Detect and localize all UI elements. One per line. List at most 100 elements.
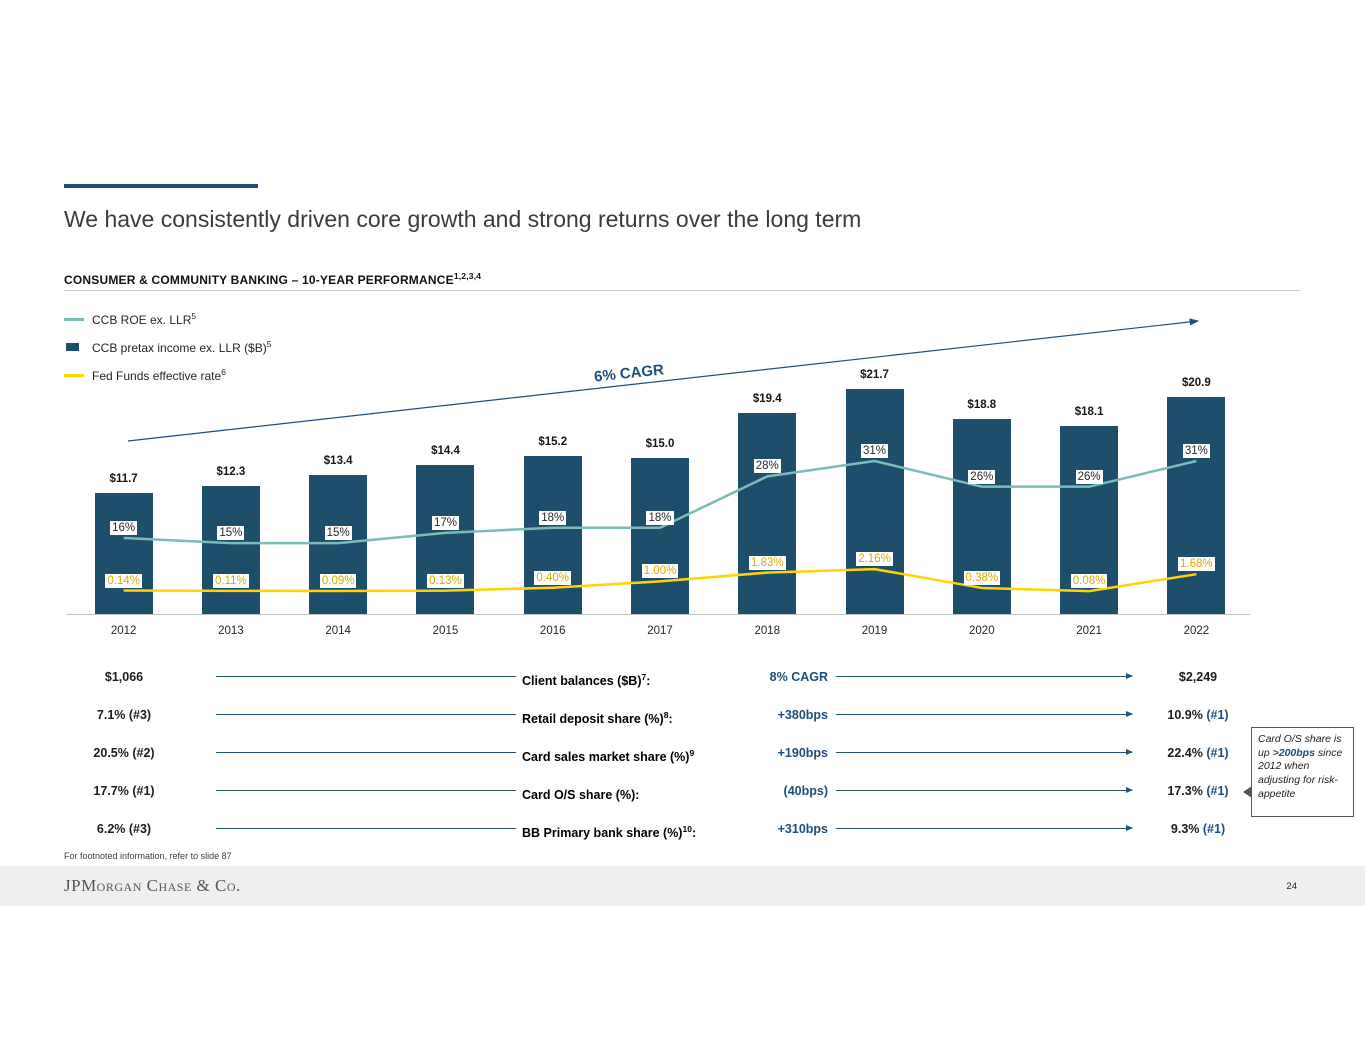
metric-arrow-line xyxy=(836,824,1133,831)
bar-value-label-2019: $21.7 xyxy=(860,369,889,381)
jpmorgan-chase-logo: JPMorgan Chase & Co. xyxy=(64,876,241,895)
roe-value-label-2018: 28% xyxy=(753,459,781,474)
fed-rate-label-2020: 0.38% xyxy=(963,570,1001,585)
fed-rate-label-2021: 0.08% xyxy=(1070,574,1108,589)
metric-row-bb-primary-bank-share: 6.2% (#3) BB Primary bank share (%)10: +… xyxy=(0,810,1365,848)
x-axis-label-2013: 2013 xyxy=(218,625,244,637)
bar-ccb-pretax-income-2017 xyxy=(631,458,689,614)
x-axis-label-2022: 2022 xyxy=(1183,625,1210,637)
chart-legend: CCB ROE ex. LLR5 CCB pretax income ex. L… xyxy=(64,305,271,389)
bar-value-label-2013: $12.3 xyxy=(216,466,246,479)
fed-rate-label-2014: 0.09% xyxy=(319,574,357,589)
metric-connector-line xyxy=(216,828,516,829)
roe-value-label-2016: 18% xyxy=(539,510,567,525)
teal-line-swatch xyxy=(64,317,84,321)
metric-change-value: +310bps xyxy=(777,822,828,836)
chart-labels-layer: $11.7 16% 0.14% 2012 $12.3 15% 0.11% 2013 $13.4 1… xyxy=(0,295,1365,655)
fed-rate-label-2013: 0.11% xyxy=(213,573,249,588)
roe-value-label-2019: 31% xyxy=(861,444,889,458)
metric-connector-line xyxy=(216,714,516,715)
x-axis-label-2020: 2020 xyxy=(969,625,995,637)
fed-rate-label-2015: 0.13% xyxy=(427,573,464,588)
metric-connector-line xyxy=(216,790,516,791)
cagr-trend-arrow xyxy=(127,318,1200,442)
metric-arrow-line xyxy=(836,748,1133,755)
footnote: For footnoted information, refer to slid… xyxy=(64,851,232,861)
roe-value-label-2020: 26% xyxy=(968,469,996,484)
fed-rate-label-2022: 1.68% xyxy=(1178,557,1215,572)
title-accent-rule xyxy=(64,184,258,188)
chart-lines-svg xyxy=(123,318,1200,593)
metric-start-value: $1,066 xyxy=(104,670,144,684)
fed-rate-label-2012: 0.14% xyxy=(105,573,142,588)
metric-arrow-line xyxy=(836,710,1133,717)
roe-value-label-2014: 15% xyxy=(324,526,352,541)
yellow-line-swatch xyxy=(64,373,84,377)
bar-ccb-pretax-income-2018 xyxy=(738,412,797,614)
bar-value-label-2021: $18.1 xyxy=(1074,406,1104,419)
bar-value-label-2020: $18.8 xyxy=(967,399,997,412)
x-axis-label-2012: 2012 xyxy=(110,625,137,637)
x-axis-label-2014: 2014 xyxy=(325,625,351,637)
bar-value-label-2017: $15.0 xyxy=(645,438,675,451)
footer-bar: JPMorgan Chase & Co. 24 xyxy=(0,866,1365,906)
legend-label: CCB ROE ex. LLR5 xyxy=(92,311,197,327)
roe-value-label-2015: 17% xyxy=(431,515,459,530)
bar-ccb-pretax-income-2013 xyxy=(201,486,260,614)
metric-end-value: 22.4% (#1) xyxy=(1167,746,1229,760)
metric-start-value: 20.5% (#2) xyxy=(93,746,155,760)
bar-value-label-2014: $13.4 xyxy=(323,455,353,468)
metric-end-value: 17.3% (#1) xyxy=(1167,784,1229,798)
roe-value-label-2021: 26% xyxy=(1075,469,1103,484)
metric-arrow-line xyxy=(836,786,1133,793)
bar-value-label-2015: $14.4 xyxy=(431,444,460,457)
roe-value-label-2012: 16% xyxy=(110,521,138,535)
ccb-performance-chart: $11.7 16% 0.14% 2012 $12.3 15% 0.11% 2013 $13.4 1… xyxy=(0,295,1365,655)
section-header-text: CONSUMER & COMMUNITY BANKING – 10-YEAR P… xyxy=(64,273,454,287)
legend-item-ccb-pretax-income: CCB pretax income ex. LLR ($B)5 xyxy=(64,333,271,361)
section-header: CONSUMER & COMMUNITY BANKING – 10-YEAR P… xyxy=(64,271,481,287)
fed-rate-label-2017: 1.00% xyxy=(641,564,679,579)
metric-change-value: (40bps) xyxy=(783,784,828,798)
metric-arrow-line xyxy=(836,672,1133,679)
callout-pointer xyxy=(1243,786,1252,798)
roe-line xyxy=(123,459,1197,545)
bar-value-label-2016: $15.2 xyxy=(538,436,568,449)
x-axis-label-2017: 2017 xyxy=(647,625,673,637)
metric-label: Card sales market share (%)9 xyxy=(522,748,695,765)
metric-end-value: 10.9% (#1) xyxy=(1167,708,1229,722)
metric-row-card-sales-share: 20.5% (#2) Card sales market share (%)9 … xyxy=(0,734,1365,772)
slide-title: We have consistently driven core growth … xyxy=(64,206,862,232)
fed-rate-label-2018: 1.83% xyxy=(748,555,786,570)
metric-connector-line xyxy=(216,676,516,677)
metric-change-value: 8% CAGR xyxy=(769,670,828,684)
navy-bar-swatch xyxy=(66,343,79,351)
metric-change-value: +380bps xyxy=(777,708,828,722)
metric-label: Retail deposit share (%)8: xyxy=(522,710,673,727)
x-axis-label-2015: 2015 xyxy=(432,625,459,637)
x-axis-label-2016: 2016 xyxy=(539,625,566,637)
x-axis-line xyxy=(66,614,1250,615)
metric-row-retail-deposit-share: 7.1% (#3) Retail deposit share (%)8: +38… xyxy=(0,696,1365,734)
metric-connector-line xyxy=(216,752,516,753)
metric-change-value: +190bps xyxy=(777,746,828,760)
bar-ccb-pretax-income-2019 xyxy=(845,389,904,614)
x-axis-label-2018: 2018 xyxy=(754,625,781,637)
fed-rate-label-2019: 2.16% xyxy=(856,552,893,567)
metric-start-value: 17.7% (#1) xyxy=(93,784,155,798)
roe-value-label-2017: 18% xyxy=(646,510,674,525)
fed-rate-label-2016: 0.40% xyxy=(534,570,572,585)
page-number: 24 xyxy=(1286,880,1297,892)
bar-ccb-pretax-income-2012 xyxy=(94,492,153,614)
risk-appetite-callout: Card O/S share is up >200bps since 2012 … xyxy=(1243,727,1354,817)
bar-value-label-2012: $11.7 xyxy=(109,472,138,485)
legend-item-fed-funds-rate: Fed Funds effective rate6 xyxy=(64,361,271,389)
metric-end-value: 9.3% (#1) xyxy=(1170,822,1226,836)
metric-end-value: $2,249 xyxy=(1178,670,1218,684)
metric-label: Client balances ($B)7: xyxy=(522,672,651,689)
metric-start-value: 7.1% (#3) xyxy=(96,708,152,722)
metric-row-card-os-share: 17.7% (#1) Card O/S share (%): (40bps) 1… xyxy=(0,772,1365,810)
section-header-footnote-refs: 1,2,3,4 xyxy=(453,271,482,281)
